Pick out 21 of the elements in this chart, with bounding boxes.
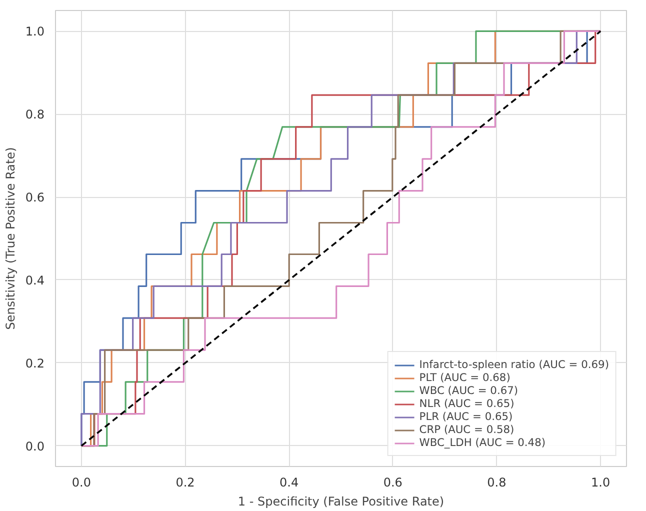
legend-label: WBC (AUC = 0.67) (419, 384, 518, 397)
x-tick-label: 0.8 (487, 476, 506, 490)
x-tick-label: 0.6 (383, 476, 402, 490)
legend-label: PLR (AUC = 0.65) (419, 410, 513, 423)
legend-label: Infarct-to-spleen ratio (AUC = 0.69) (419, 358, 609, 371)
y-tick-label: 1.0 (25, 24, 45, 39)
y-axis-title: Sensitivity (True Positive Rate) (3, 147, 18, 330)
x-tick-label: 0.0 (72, 476, 92, 490)
legend-label: CRP (AUC = 0.58) (419, 423, 514, 436)
legend-label: PLT (AUC = 0.68) (419, 371, 510, 384)
y-tick-label: 0.0 (25, 439, 45, 454)
legend-label: WBC_LDH (AUC = 0.48) (419, 436, 546, 449)
y-tick-label: 0.2 (25, 356, 45, 370)
y-tick-label: 0.4 (25, 273, 45, 288)
y-tick-label: 0.6 (25, 190, 45, 205)
x-tick-label: 1.0 (591, 476, 610, 490)
x-axis-title: 1 - Specificity (False Positive Rate) (238, 494, 444, 508)
x-tick-label: 0.2 (176, 476, 195, 490)
y-tick-label: 0.8 (25, 108, 45, 122)
x-tick-label: 0.4 (280, 476, 299, 490)
legend-label: NLR (AUC = 0.65) (419, 397, 514, 410)
